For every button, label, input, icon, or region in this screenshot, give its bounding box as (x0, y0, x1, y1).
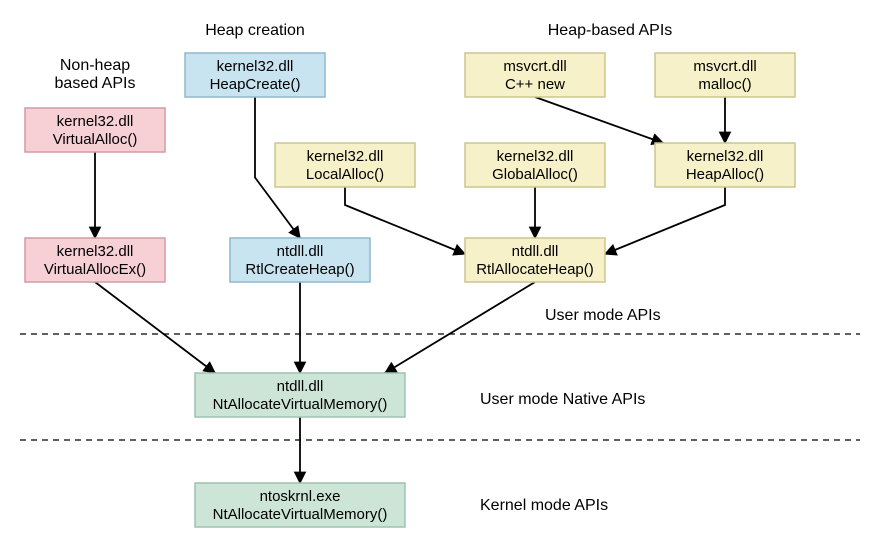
node-line1: kernel32.dll (497, 148, 574, 165)
node-line2: HeapAlloc() (686, 166, 764, 183)
edge-cnew-ha (535, 97, 663, 143)
node-va: kernel32.dllVirtualAlloc() (25, 108, 165, 152)
node-line1: kernel32.dll (217, 58, 294, 75)
node-ha: kernel32.dllHeapAlloc() (655, 143, 795, 187)
node-rch: ntdll.dllRtlCreateHeap() (230, 238, 370, 282)
node-line1: ntoskrnl.exe (260, 488, 341, 505)
node-malloc: msvcrt.dllmalloc() (655, 53, 795, 97)
node-line2: HeapCreate() (210, 76, 301, 93)
node-line2: NtAllocateVirtualMemory() (213, 506, 388, 523)
h-heapapis: Heap-based APIs (548, 22, 673, 39)
node-line2: RtlAllocateHeap() (476, 261, 594, 278)
h-nonheap: Non-heap (60, 57, 130, 74)
edge-rah-navm (385, 282, 535, 373)
node-line1: kernel32.dll (307, 148, 384, 165)
h-nonheap2: based APIs (55, 75, 136, 92)
s-kernel: Kernel mode APIs (480, 497, 608, 514)
node-navm: ntdll.dllNtAllocateVirtualMemory() (195, 373, 405, 417)
node-line2: LocalAlloc() (306, 166, 384, 183)
node-knavm: ntoskrnl.exeNtAllocateVirtualMemory() (195, 483, 405, 527)
edge-vaex-navm (95, 282, 215, 373)
node-line1: ntdll.dll (277, 378, 324, 395)
node-line1: kernel32.dll (687, 148, 764, 165)
node-line1: kernel32.dll (57, 113, 134, 130)
node-line1: msvcrt.dll (503, 58, 566, 75)
node-hc: kernel32.dllHeapCreate() (185, 53, 325, 97)
node-line1: ntdll.dll (512, 243, 559, 260)
node-line2: RtlCreateHeap() (245, 261, 354, 278)
node-line2: C++ new (505, 76, 565, 93)
node-la: kernel32.dllLocalAlloc() (275, 143, 415, 187)
s-native: User mode Native APIs (480, 391, 645, 408)
s-user: User mode APIs (545, 307, 661, 324)
node-line2: NtAllocateVirtualMemory() (213, 396, 388, 413)
edge-ha-rah (605, 187, 725, 254)
node-line2: malloc() (698, 76, 751, 93)
node-line1: msvcrt.dll (693, 58, 756, 75)
h-heapcreate: Heap creation (205, 22, 305, 39)
node-vaex: kernel32.dllVirtualAllocEx() (25, 238, 165, 282)
node-cnew: msvcrt.dllC++ new (465, 53, 605, 97)
node-ga: kernel32.dllGlobalAlloc() (465, 143, 605, 187)
node-rah: ntdll.dllRtlAllocateHeap() (465, 238, 605, 282)
node-line2: VirtualAllocEx() (44, 261, 146, 278)
node-line2: VirtualAlloc() (53, 131, 138, 148)
node-line1: ntdll.dll (277, 243, 324, 260)
node-line1: kernel32.dll (57, 243, 134, 260)
node-line2: GlobalAlloc() (492, 166, 578, 183)
